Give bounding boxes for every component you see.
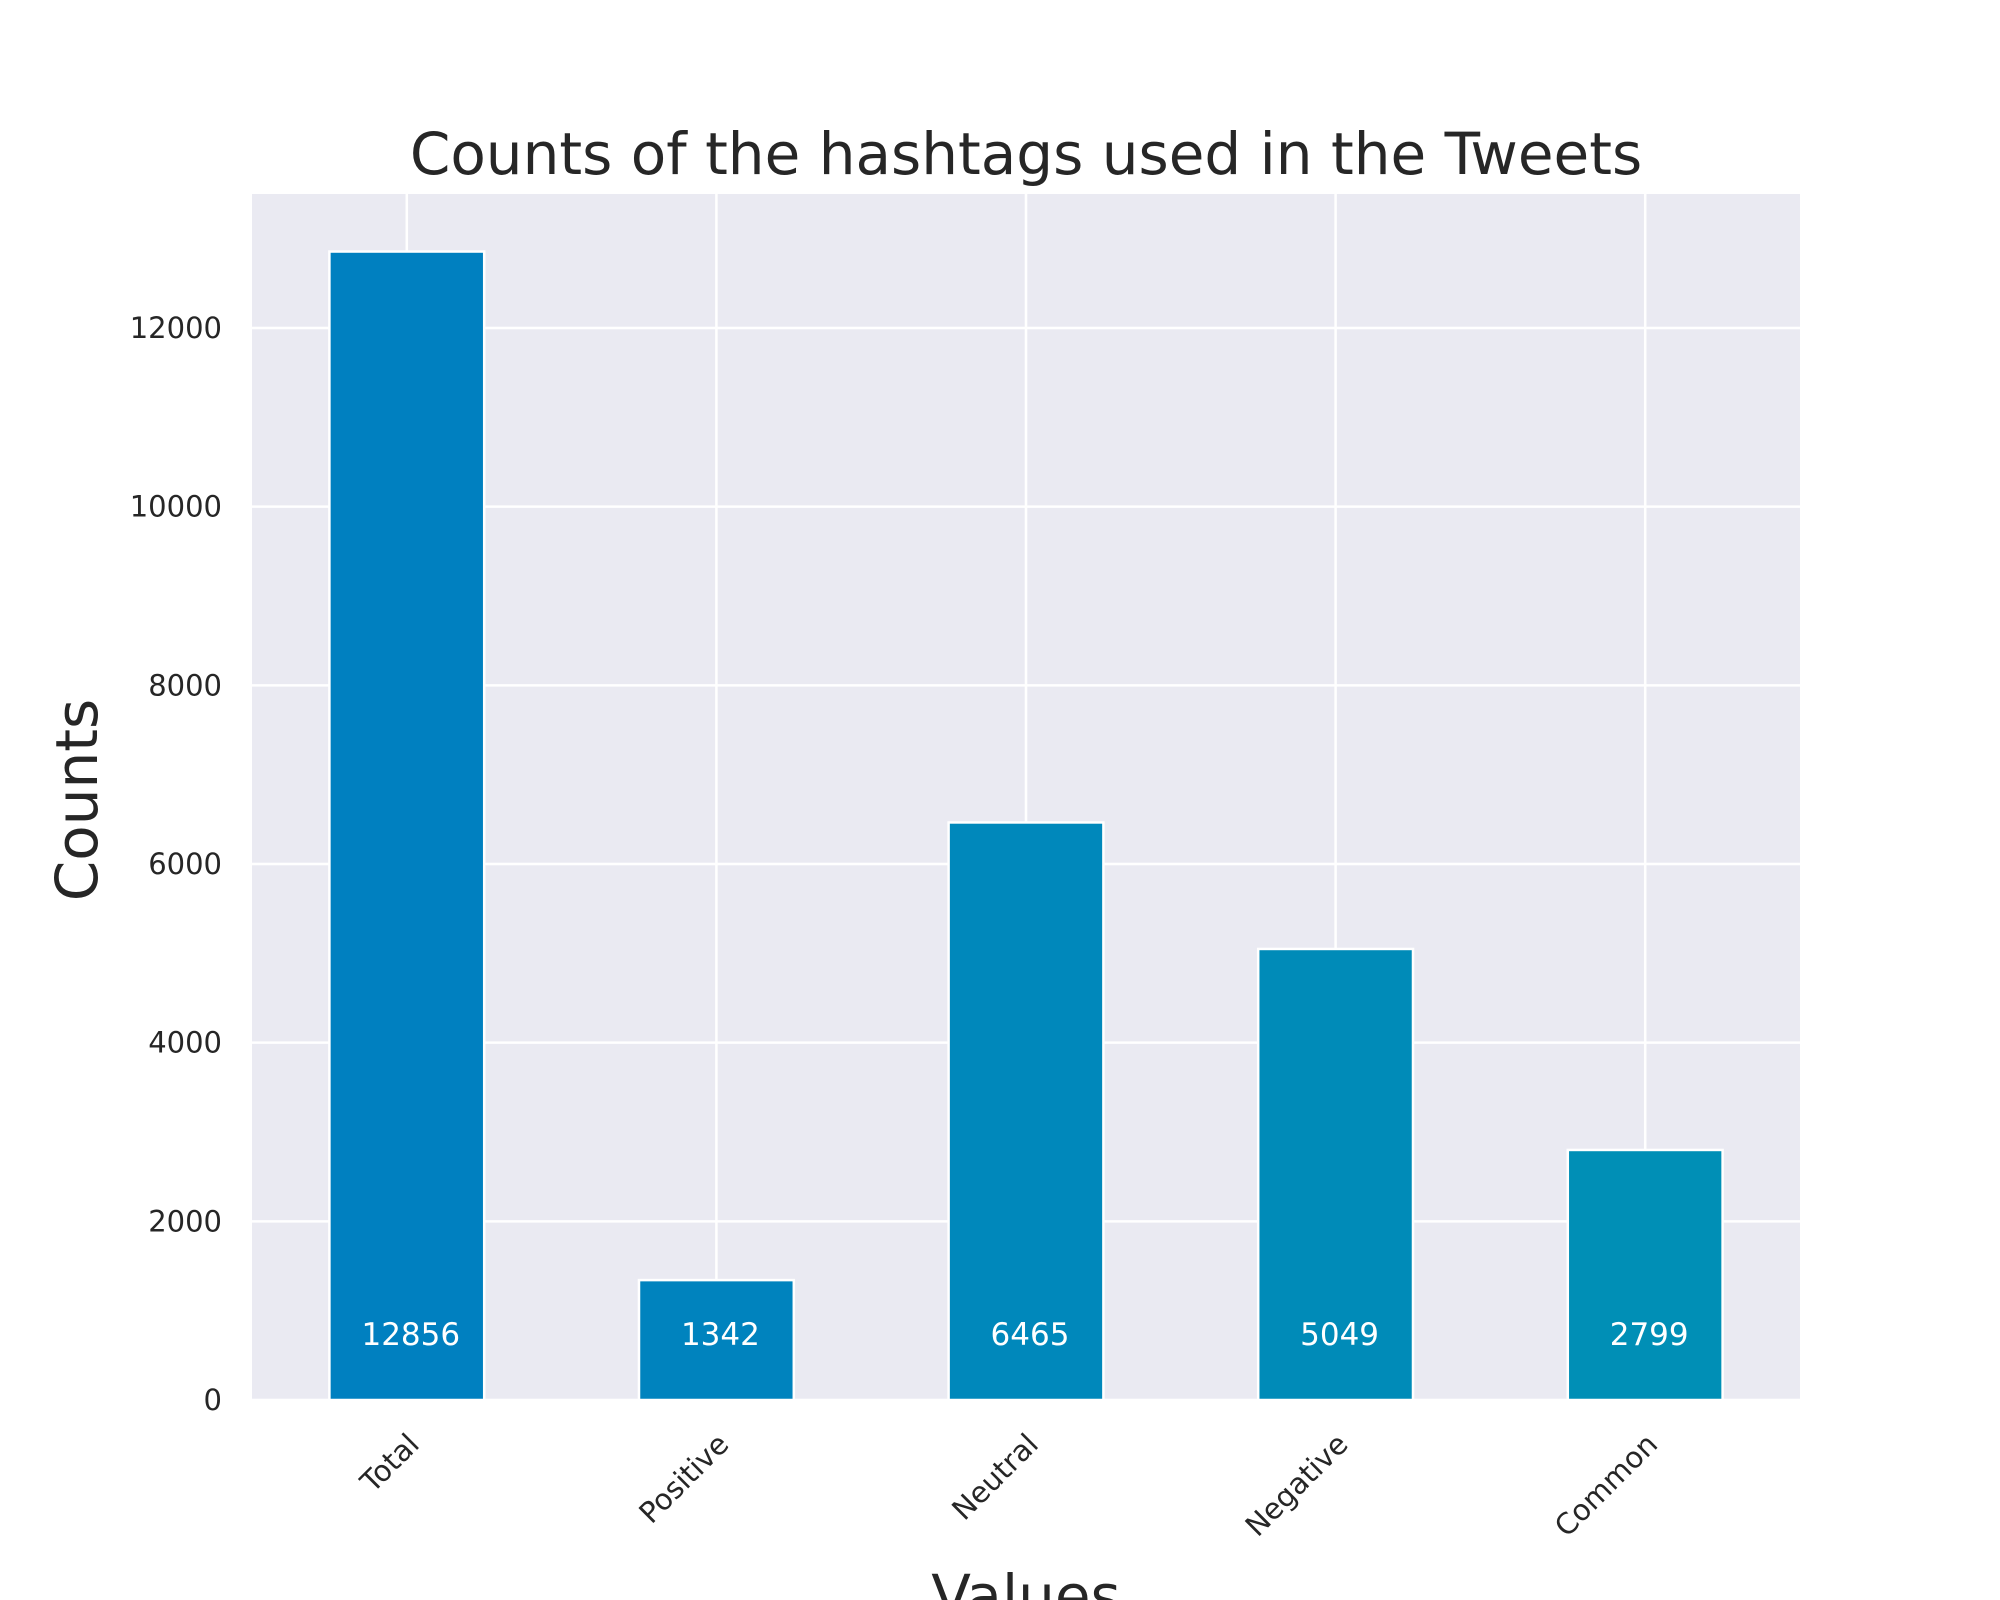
- y-tick-label: 8000: [148, 668, 222, 702]
- x-tick-label-total: Total: [353, 1427, 426, 1500]
- y-axis-label: Counts: [43, 699, 111, 901]
- x-tick-label-common: Common: [1548, 1427, 1664, 1543]
- x-tick-label-positive: Positive: [632, 1427, 735, 1530]
- bar-positive: [637, 1278, 796, 1402]
- x-tick-label-negative: Negative: [1238, 1427, 1354, 1543]
- bar-total: [328, 250, 486, 1402]
- data-labels: 12856 1342 6465 5049 2799: [361, 1317, 1688, 1353]
- x-axis-label: Values: [931, 1562, 1121, 1600]
- y-tick-label: 4000: [148, 1026, 222, 1060]
- y-tick-label: 0: [204, 1383, 222, 1417]
- y-tick-label: 12000: [130, 311, 222, 345]
- bar-negative: [1256, 947, 1415, 1402]
- x-tick-label-neutral: Neutral: [945, 1427, 1045, 1527]
- bar-common: [1566, 1148, 1724, 1402]
- chart-title: Counts of the hashtags used in the Tweet…: [410, 120, 1642, 188]
- data-label-negative: 5049: [1300, 1317, 1379, 1353]
- data-label-total: 12856: [361, 1317, 460, 1353]
- x-axis-ticks: Total Positive Neutral Negative Common: [353, 1427, 1664, 1543]
- data-label-neutral: 6465: [991, 1317, 1070, 1353]
- data-label-common: 2799: [1610, 1317, 1689, 1353]
- bar-series: [328, 250, 1724, 1402]
- y-tick-label: 2000: [148, 1204, 222, 1238]
- bar-neutral: [947, 821, 1105, 1402]
- data-label-positive: 1342: [681, 1317, 760, 1353]
- y-axis-ticks: 0 2000 4000 6000 8000 10000 12000: [130, 311, 222, 1417]
- y-tick-label: 6000: [148, 847, 222, 881]
- y-tick-label: 10000: [130, 490, 222, 524]
